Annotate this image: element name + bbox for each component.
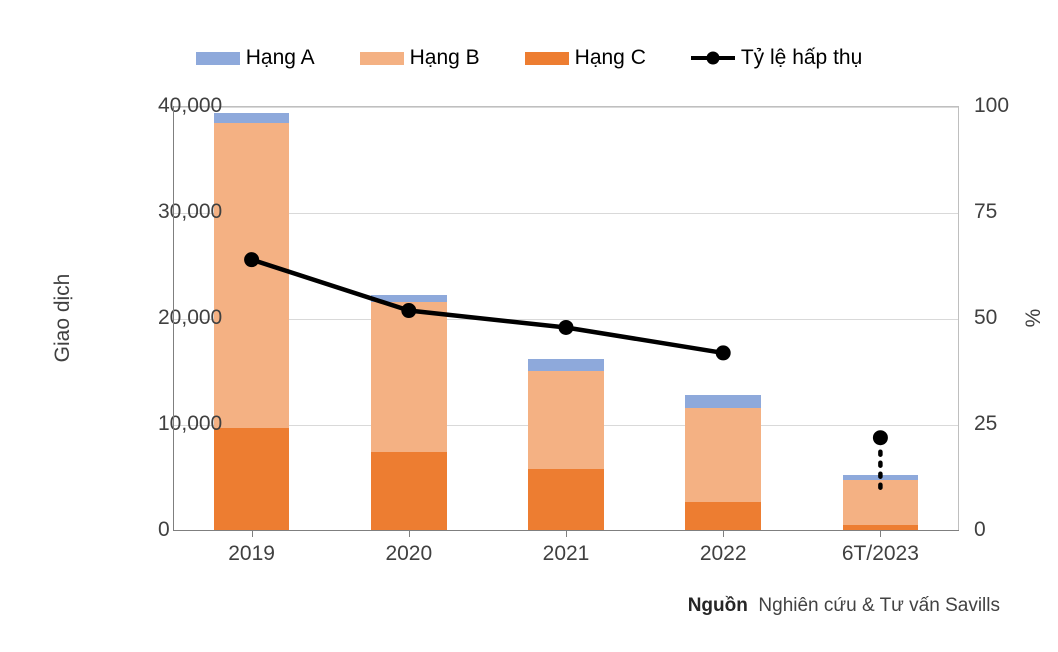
legend-item-absorption: Tỷ lệ hấp thụ: [691, 46, 862, 70]
legend: Hạng A Hạng B Hạng C Tỷ lệ hấp thụ: [0, 46, 1058, 70]
x-tick-mark: [409, 530, 410, 537]
x-tick-label: 2022: [700, 542, 747, 566]
absorption-marker: [716, 345, 731, 360]
y-axis-left-title: Giao dịch: [51, 274, 75, 363]
legend-line-sample: [691, 51, 735, 65]
x-tick-label: 2021: [543, 542, 590, 566]
source-text: Nghiên cứu & Tư vấn Savills: [758, 595, 1000, 616]
legend-swatch-hang-b: [360, 52, 404, 65]
source-citation: Nguồn Nghiên cứu & Tư vấn Savills: [688, 595, 1000, 617]
legend-label-hang-b: Hạng B: [410, 46, 480, 70]
x-tick-mark: [880, 530, 881, 537]
absorption-marker: [401, 303, 416, 318]
legend-swatch-hang-c: [525, 52, 569, 65]
source-label: Nguồn: [688, 595, 748, 616]
x-tick-label: 2019: [228, 542, 275, 566]
y-tick-right: 0: [974, 518, 986, 542]
legend-swatch-hang-a: [196, 52, 240, 65]
legend-label-hang-c: Hạng C: [575, 46, 646, 70]
x-tick-label: 2020: [385, 542, 432, 566]
legend-item-hang-c: Hạng C: [525, 46, 646, 70]
chart-container: Hạng A Hạng B Hạng C Tỷ lệ hấp thụ Giao …: [0, 0, 1058, 652]
absorption-marker: [873, 430, 888, 445]
legend-label-absorption: Tỷ lệ hấp thụ: [741, 46, 862, 70]
x-tick-label: 6T/2023: [842, 542, 919, 566]
absorption-marker: [244, 252, 259, 267]
x-tick-mark: [252, 530, 253, 537]
x-tick-mark: [723, 530, 724, 537]
y-tick-right: 25: [974, 412, 997, 436]
legend-item-hang-a: Hạng A: [196, 46, 315, 70]
plot-area: [173, 106, 959, 530]
absorption-marker: [559, 320, 574, 335]
y-axis-line: [173, 106, 174, 530]
line-series-svg: [173, 107, 958, 530]
legend-label-hang-a: Hạng A: [246, 46, 315, 70]
y-tick-right: 50: [974, 306, 997, 330]
y-tick-right: 100: [974, 94, 1009, 118]
y-axis-right-title: %: [1022, 309, 1046, 328]
y-tick-right: 75: [974, 200, 997, 224]
x-tick-mark: [566, 530, 567, 537]
legend-item-hang-b: Hạng B: [360, 46, 480, 70]
absorption-line: [252, 260, 724, 353]
